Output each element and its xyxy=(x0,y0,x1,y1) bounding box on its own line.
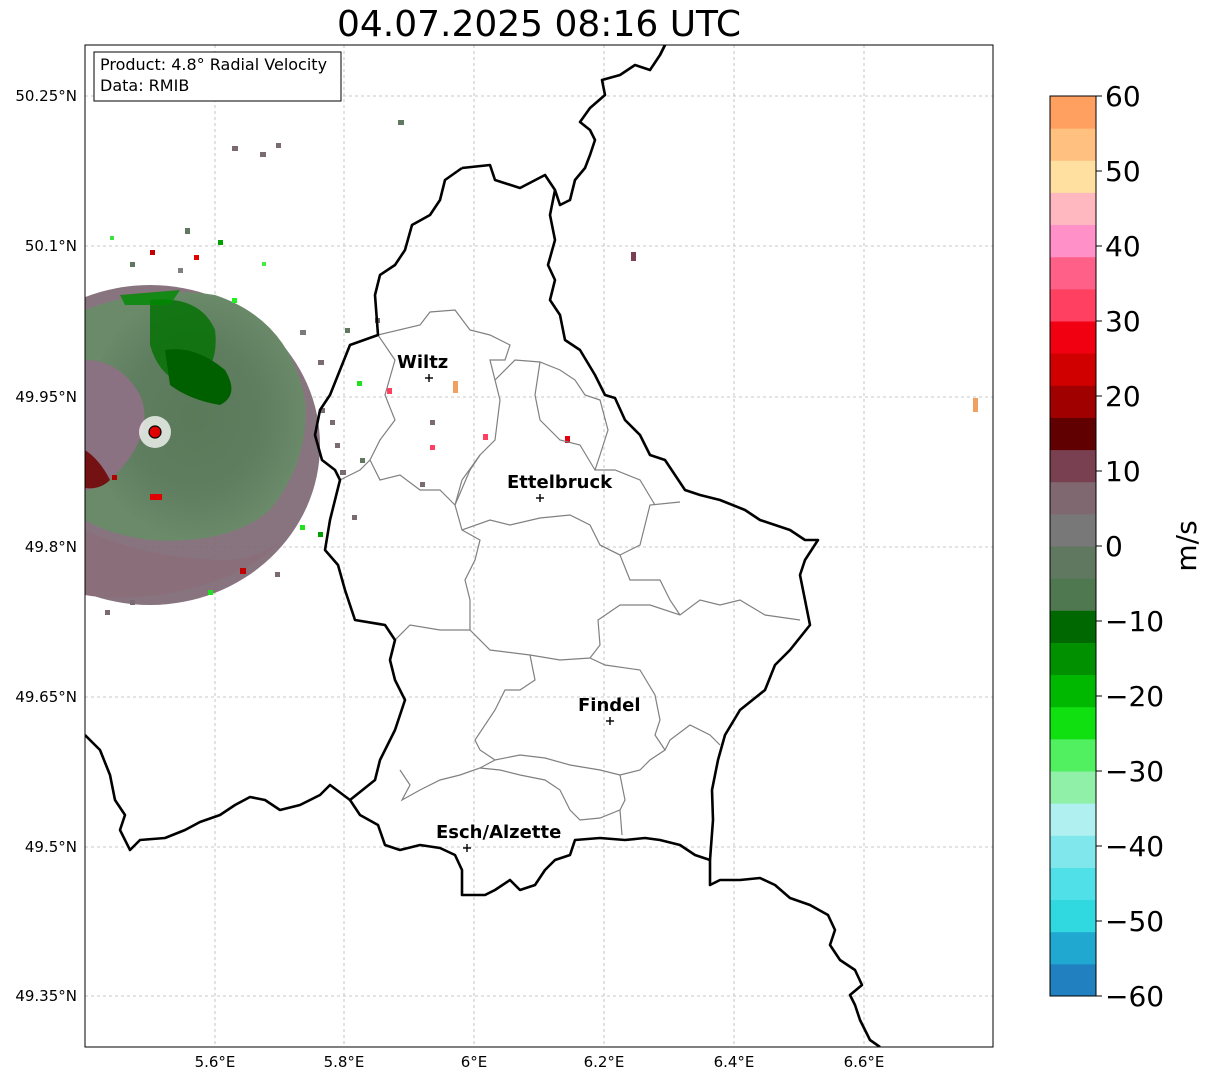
city-markers xyxy=(425,374,614,852)
colorbar-segment xyxy=(1050,963,1096,997)
colorbar-segment xyxy=(1050,706,1096,740)
info-box: Product: 4.8° Radial Velocity Data: RMIB xyxy=(93,51,342,102)
colorbar-segments xyxy=(1050,96,1096,997)
x-tick-label: 6.2°E xyxy=(584,1053,625,1071)
y-tick-label: 50.1°N xyxy=(25,237,77,255)
colorbar-segment xyxy=(1050,642,1096,676)
colorbar-segment xyxy=(1050,96,1096,129)
y-axis: 50.25°N 50.1°N 49.95°N 49.8°N 49.65°N 49… xyxy=(15,87,77,1005)
x-tick-label: 6°E xyxy=(461,1053,488,1071)
y-tick-label: 49.95°N xyxy=(15,388,77,406)
colorbar-tick-label: 10 xyxy=(1105,455,1141,488)
radar-site-marker xyxy=(148,425,162,439)
canton-boundaries xyxy=(339,309,801,836)
city-label-wiltz: Wiltz xyxy=(397,352,448,373)
info-product: Product: 4.8° Radial Velocity xyxy=(100,55,327,74)
colorbar-segment xyxy=(1050,546,1096,579)
x-axis: 5.6°E 5.8°E 6°E 6.2°E 6.4°E 6.6°E xyxy=(195,1053,885,1071)
colorbar-tick-label: −60 xyxy=(1105,980,1164,1013)
colorbar-segment xyxy=(1050,610,1096,643)
y-tick-label: 49.35°N xyxy=(15,987,77,1005)
colorbar-tick-label: 40 xyxy=(1105,230,1141,263)
colorbar: 60 50 40 30 20 10 0 −10 −20 −30 −40 −50 −60 m/s xyxy=(1049,80,1203,1013)
x-tick-label: 5.8°E xyxy=(324,1053,365,1071)
map-title: 04.07.2025 08:16 UTC xyxy=(336,4,742,45)
colorbar-segment xyxy=(1050,803,1096,836)
y-tick-label: 49.8°N xyxy=(25,538,77,556)
country-borders xyxy=(85,45,881,1047)
colorbar-segment xyxy=(1050,771,1096,804)
colorbar-segment xyxy=(1050,353,1096,386)
y-tick-label: 49.5°N xyxy=(25,838,77,856)
colorbar-ticks: 60 50 40 30 20 10 0 −10 −20 −30 −40 −50 −60 xyxy=(1096,80,1164,1013)
colorbar-tick-label: 60 xyxy=(1105,80,1141,113)
colorbar-segment xyxy=(1050,128,1096,161)
radar-echoes xyxy=(85,120,978,615)
colorbar-segment xyxy=(1050,738,1096,772)
y-tick-label: 49.65°N xyxy=(15,688,77,706)
colorbar-segment xyxy=(1050,385,1096,418)
city-label-findel: Findel xyxy=(578,695,641,716)
colorbar-segment xyxy=(1050,481,1096,515)
map-frame xyxy=(84,44,994,1048)
colorbar-segment xyxy=(1050,160,1096,193)
x-tick-label: 5.6°E xyxy=(195,1053,236,1071)
colorbar-tick-label: −50 xyxy=(1105,905,1164,938)
colorbar-segment xyxy=(1050,867,1096,901)
x-tick-label: 6.4°E xyxy=(714,1053,755,1071)
colorbar-segment xyxy=(1050,256,1096,290)
colorbar-segment xyxy=(1050,224,1096,258)
colorbar-segment xyxy=(1050,931,1096,965)
colorbar-segment xyxy=(1050,192,1096,226)
colorbar-segment xyxy=(1050,321,1096,354)
colorbar-tick-label: −20 xyxy=(1105,680,1164,713)
colorbar-segment xyxy=(1050,449,1096,483)
colorbar-tick-label: 20 xyxy=(1105,380,1141,413)
colorbar-unit-label: m/s xyxy=(1170,520,1203,571)
x-tick-label: 6.6°E xyxy=(844,1053,885,1071)
colorbar-segment xyxy=(1050,835,1096,868)
colorbar-tick-label: −10 xyxy=(1105,605,1164,638)
colorbar-segment xyxy=(1050,513,1096,547)
colorbar-tick-label: 0 xyxy=(1105,530,1123,563)
colorbar-tick-label: 50 xyxy=(1105,155,1141,188)
city-label-ettelbruck: Ettelbruck xyxy=(507,472,613,493)
colorbar-segment xyxy=(1050,899,1096,933)
info-data-source: Data: RMIB xyxy=(100,76,189,95)
y-tick-label: 50.25°N xyxy=(15,87,77,105)
city-label-esch-alzette: Esch/Alzette xyxy=(436,822,561,843)
colorbar-segment xyxy=(1050,578,1096,611)
colorbar-segment xyxy=(1050,288,1096,322)
colorbar-tick-label: −30 xyxy=(1105,755,1164,788)
colorbar-segment xyxy=(1050,674,1096,708)
colorbar-tick-label: −40 xyxy=(1105,830,1164,863)
colorbar-tick-label: 30 xyxy=(1105,305,1141,338)
colorbar-segment xyxy=(1050,417,1096,451)
